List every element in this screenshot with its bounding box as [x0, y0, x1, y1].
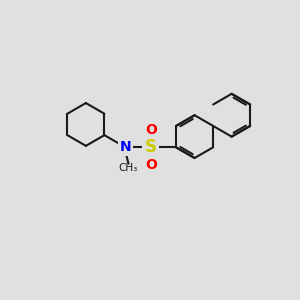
Text: O: O — [145, 123, 157, 137]
Text: S: S — [145, 138, 157, 156]
Text: N: N — [120, 140, 131, 154]
Text: CH₃: CH₃ — [119, 163, 138, 172]
Text: O: O — [145, 158, 157, 172]
